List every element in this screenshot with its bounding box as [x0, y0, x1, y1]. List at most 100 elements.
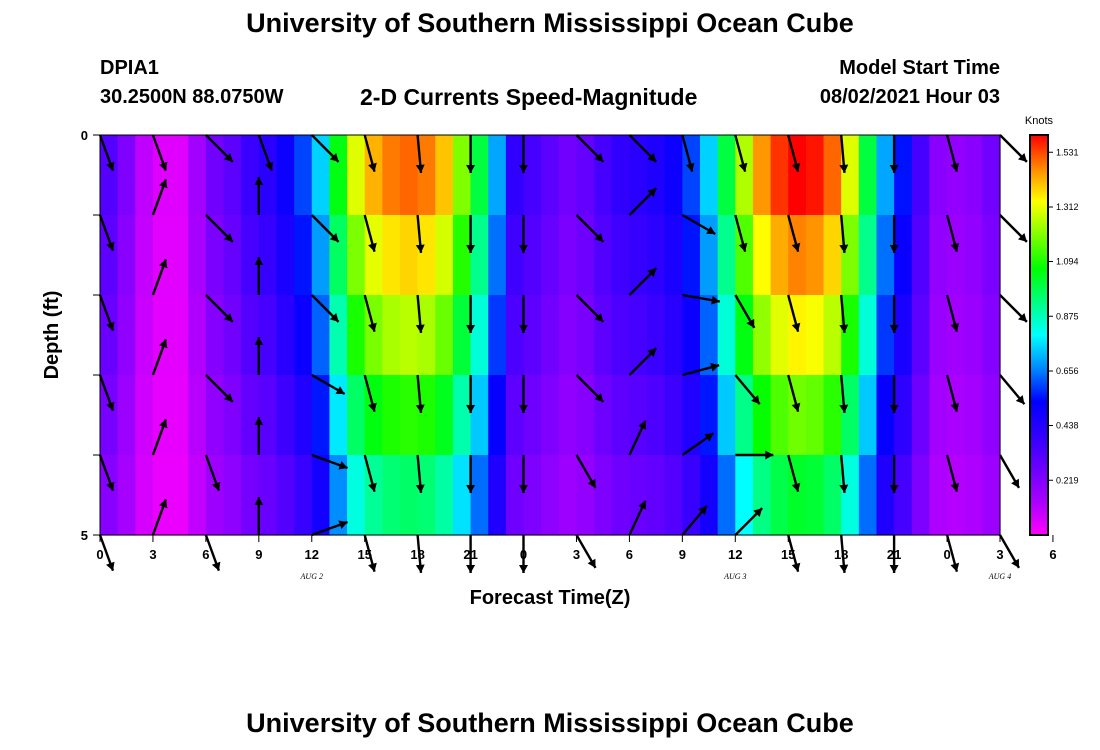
heatmap-cell [752, 295, 772, 376]
heatmap-cell [770, 295, 789, 376]
colorbar-gradient [1029, 134, 1049, 536]
current-vector [889, 135, 899, 173]
heatmap-cell [664, 135, 683, 216]
heatmap-cell [311, 135, 331, 216]
heatmap-cell [470, 215, 489, 296]
current-vector [999, 134, 1028, 163]
heatmap-cell [223, 375, 242, 456]
chart-title: 2-D Currents Speed-Magnitude [360, 84, 698, 110]
heatmap-cell [117, 295, 136, 376]
heatmap-cell [382, 455, 401, 536]
heatmap-cell [347, 455, 366, 536]
heatmap-cell [594, 455, 613, 536]
current-vector [889, 215, 899, 253]
current-vector [628, 500, 647, 536]
heatmap-cell [152, 375, 172, 456]
heatmap-cell [911, 135, 931, 216]
current-vector [998, 534, 1021, 569]
heatmap-cell [576, 295, 595, 376]
heatmap-cell [894, 375, 913, 456]
x-tick-label: 0 [96, 547, 103, 562]
heatmap-cell [876, 295, 895, 376]
current-vector [787, 214, 801, 253]
heatmap-cell [276, 375, 295, 456]
heatmap-cell [717, 215, 736, 296]
y-axis-ticks: 05 [81, 128, 100, 543]
current-vector [839, 374, 849, 414]
heatmap-cell [452, 295, 472, 376]
current-vector [415, 294, 425, 334]
heatmap-cell [452, 455, 472, 536]
heatmap-cell [594, 295, 613, 376]
colorbar-tick-label: 0.875 [1056, 311, 1079, 321]
current-vector [628, 420, 647, 456]
heatmap-cell [682, 455, 701, 536]
heatmap-cell [982, 295, 1001, 376]
current-vector [466, 135, 476, 173]
heatmap-cell [135, 135, 154, 216]
colorbar-tick-label: 1.312 [1056, 202, 1079, 212]
heatmap-cell [682, 215, 701, 296]
current-vector [310, 294, 340, 323]
heatmap-cell [841, 295, 860, 376]
current-vector [734, 374, 761, 405]
heatmap-cell [911, 295, 931, 376]
heatmap-cell [876, 455, 895, 536]
current-vector [628, 267, 658, 296]
x-tick-label: 18 [410, 547, 424, 562]
heatmap-cell [117, 215, 136, 296]
heatmap-cell [523, 215, 542, 296]
current-vector [205, 294, 234, 323]
x-tick-label: 9 [679, 547, 686, 562]
current-vector [151, 418, 168, 456]
current-vector [734, 134, 748, 173]
heatmap-cells [100, 135, 1001, 536]
current-vector [311, 453, 348, 470]
heatmap-cell [629, 215, 648, 296]
heatmap-cell [858, 135, 878, 216]
heatmap-cell [435, 375, 454, 456]
current-vector [310, 134, 340, 163]
colorbar-tick-label: 1.094 [1056, 257, 1079, 267]
heatmap-cell [488, 135, 507, 216]
heatmap-cell [964, 455, 983, 536]
current-vector [734, 507, 764, 536]
heatmap-cell [558, 135, 578, 216]
heatmap-cell [664, 215, 683, 296]
current-vector [466, 455, 476, 493]
heatmap-cell [170, 455, 189, 536]
heatmap-cell [170, 135, 189, 216]
heatmap-cell [558, 215, 578, 296]
heatmap-cell [294, 135, 313, 216]
heatmap-cell [876, 215, 895, 296]
current-vector [151, 338, 168, 376]
heatmap-cell [629, 375, 648, 456]
heatmap-cell [823, 135, 842, 216]
heatmap-cell [929, 455, 948, 536]
current-vector [205, 214, 234, 243]
current-vector [628, 187, 658, 216]
heatmap-cell [205, 215, 225, 296]
heatmap-cell [241, 375, 260, 456]
heatmap-cell [347, 295, 366, 376]
heatmap-cell [558, 375, 578, 456]
heatmap-cell [400, 135, 419, 216]
heatmap-cell [717, 455, 736, 536]
footer-title: University of Southern Mississippi Ocean… [246, 708, 854, 738]
heatmap-cell [329, 135, 348, 216]
heatmap-cell [541, 455, 560, 536]
heatmap-cell [876, 135, 895, 216]
x-axis-ticks: 0 3 6 9 12 15 18 21 0 3 6 9 12 15 18 21 0 3 6 [96, 535, 1057, 562]
heatmap-cell [470, 135, 489, 216]
x-tick-label: 9 [255, 547, 262, 562]
current-vector [310, 214, 340, 243]
heatmap-cell [241, 215, 260, 296]
heatmap-cell [470, 295, 489, 376]
heatmap-cell [400, 215, 419, 296]
heatmap-cell [894, 135, 913, 216]
heatmap-cell [805, 455, 825, 536]
heatmap-cell [382, 375, 401, 456]
current-vector [519, 295, 528, 333]
current-vector [311, 520, 348, 537]
heatmap-cell [435, 295, 454, 376]
